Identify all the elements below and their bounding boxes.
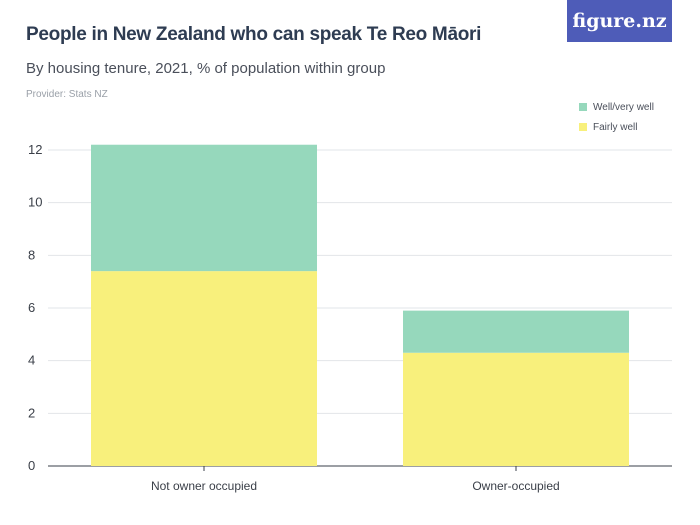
bar-well-very-well-not-owner-occupied[interactable] bbox=[91, 144, 317, 272]
y-tick-label: 4 bbox=[28, 353, 35, 368]
legend-label-well-very-well: Well/very well bbox=[593, 101, 654, 113]
bar-fairly-well-not-owner-occupied[interactable] bbox=[91, 271, 317, 466]
x-category-label: Owner-occupied bbox=[472, 479, 559, 493]
legend-label-fairly-well: Fairly well bbox=[593, 121, 638, 133]
bar-fairly-well-owner-occupied[interactable] bbox=[403, 352, 629, 466]
x-category-label: Not owner occupied bbox=[151, 479, 257, 493]
legend-item-fairly-well: Fairly well bbox=[579, 117, 654, 137]
provider-text: Provider: Stats NZ bbox=[26, 89, 108, 100]
bar-well-very-well-owner-occupied[interactable] bbox=[403, 310, 629, 353]
y-tick-label: 6 bbox=[28, 300, 35, 315]
legend-swatch-well-very-well bbox=[579, 103, 587, 111]
y-tick-label: 8 bbox=[28, 247, 35, 262]
chart-title: People in New Zealand who can speak Te R… bbox=[26, 24, 482, 45]
figure-nz-logo[interactable]: figure.nz bbox=[567, 0, 672, 42]
chart-legend: Well/very well Fairly well bbox=[579, 97, 654, 137]
legend-item-well-very-well: Well/very well bbox=[579, 97, 654, 117]
y-tick-label: 12 bbox=[28, 142, 42, 157]
chart-subtitle: By housing tenure, 2021, % of population… bbox=[26, 60, 386, 77]
y-tick-label: 0 bbox=[28, 458, 35, 473]
legend-swatch-fairly-well bbox=[579, 123, 587, 131]
y-tick-label: 10 bbox=[28, 195, 42, 210]
y-tick-label: 2 bbox=[28, 405, 35, 420]
